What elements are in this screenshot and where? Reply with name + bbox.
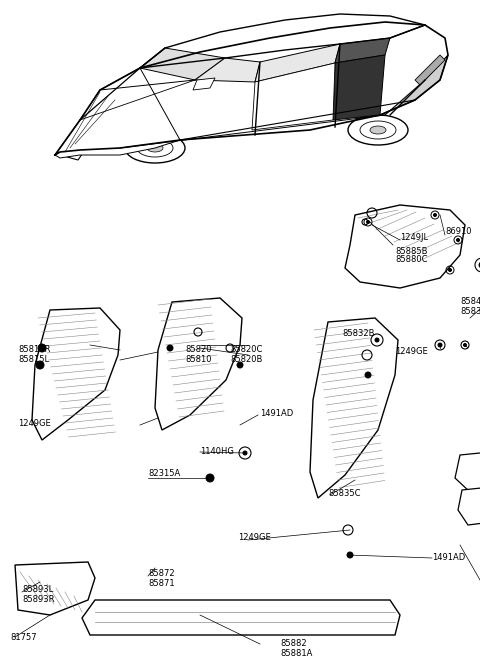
- Text: 85820: 85820: [185, 346, 212, 354]
- Text: 85885B: 85885B: [395, 247, 428, 255]
- Text: 85840: 85840: [460, 298, 480, 306]
- Circle shape: [347, 552, 353, 558]
- Circle shape: [38, 344, 46, 352]
- Text: 1249GE: 1249GE: [238, 533, 271, 541]
- Polygon shape: [380, 55, 448, 115]
- Circle shape: [237, 362, 243, 368]
- Text: 1249GE: 1249GE: [395, 348, 428, 356]
- Circle shape: [243, 451, 247, 455]
- Polygon shape: [333, 55, 385, 120]
- Polygon shape: [82, 600, 400, 635]
- Text: 85872: 85872: [148, 569, 175, 577]
- Text: 85815R: 85815R: [18, 346, 50, 354]
- Text: 86910: 86910: [445, 228, 471, 237]
- Polygon shape: [455, 450, 480, 492]
- Polygon shape: [193, 78, 215, 90]
- Circle shape: [438, 343, 442, 347]
- Text: 85882: 85882: [280, 638, 307, 647]
- Polygon shape: [60, 90, 120, 160]
- Circle shape: [167, 345, 173, 351]
- Text: 1491AD: 1491AD: [432, 554, 465, 562]
- Polygon shape: [310, 318, 398, 498]
- Polygon shape: [32, 308, 120, 440]
- Polygon shape: [252, 63, 335, 130]
- Circle shape: [464, 344, 467, 346]
- Text: 85880C: 85880C: [395, 255, 428, 264]
- Polygon shape: [15, 562, 95, 615]
- Text: 85820C: 85820C: [230, 346, 263, 354]
- Text: 85893L: 85893L: [22, 586, 53, 594]
- Text: 1249GE: 1249GE: [18, 419, 51, 428]
- Circle shape: [479, 262, 480, 268]
- Circle shape: [375, 338, 379, 342]
- Text: 82315A: 82315A: [148, 470, 180, 478]
- Polygon shape: [458, 485, 480, 525]
- Text: 85881A: 85881A: [280, 649, 312, 656]
- Ellipse shape: [147, 144, 163, 152]
- Circle shape: [36, 361, 44, 369]
- Polygon shape: [140, 48, 225, 80]
- Polygon shape: [155, 298, 242, 430]
- Text: 85832B: 85832B: [342, 329, 374, 337]
- Circle shape: [367, 220, 370, 224]
- Text: 85871: 85871: [148, 579, 175, 588]
- Polygon shape: [415, 55, 445, 85]
- Circle shape: [206, 474, 214, 482]
- Text: 81757: 81757: [10, 632, 36, 642]
- Text: 1249JL: 1249JL: [400, 232, 428, 241]
- Polygon shape: [195, 58, 260, 82]
- Polygon shape: [345, 205, 465, 288]
- Text: 85810: 85810: [185, 356, 212, 365]
- Text: 1491AD: 1491AD: [260, 409, 293, 417]
- Text: 1140HG: 1140HG: [200, 447, 234, 457]
- Text: 85835C: 85835C: [328, 489, 360, 497]
- Circle shape: [456, 239, 459, 241]
- Ellipse shape: [370, 126, 386, 134]
- Polygon shape: [335, 38, 390, 63]
- Circle shape: [448, 268, 452, 272]
- Circle shape: [365, 372, 371, 378]
- Text: 85830: 85830: [460, 308, 480, 316]
- Polygon shape: [55, 68, 180, 158]
- Text: 85893R: 85893R: [22, 596, 55, 604]
- Polygon shape: [255, 44, 340, 82]
- Text: 85820B: 85820B: [230, 356, 263, 365]
- Circle shape: [433, 213, 436, 216]
- Text: 85815L: 85815L: [18, 356, 49, 365]
